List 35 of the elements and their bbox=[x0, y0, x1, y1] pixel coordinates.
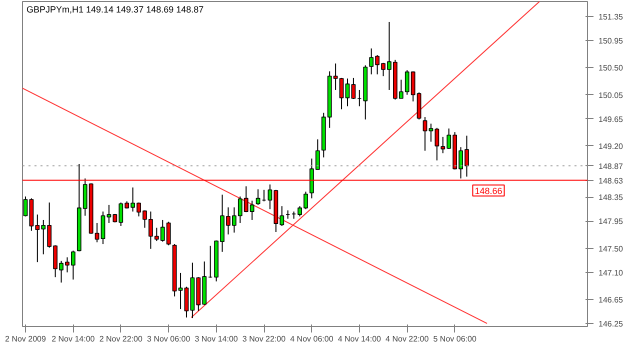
chart-title: GBPJPYm,H1 149.14 149.37 148.69 148.87 bbox=[26, 4, 204, 14]
candlestick bbox=[100, 211, 106, 245]
x-tick-label: 3 Nov 14:00 bbox=[194, 334, 238, 344]
x-tick-label: 4 Nov 22:00 bbox=[386, 334, 430, 344]
candlestick bbox=[422, 116, 428, 152]
candlestick bbox=[184, 286, 189, 318]
x-tick-label: 5 Nov 06:00 bbox=[433, 334, 477, 344]
candlestick bbox=[178, 272, 183, 310]
x-tick-label: 2 Nov 2009 bbox=[5, 334, 46, 344]
x-tick-label: 2 Nov 22:00 bbox=[99, 334, 144, 344]
candlestick bbox=[345, 78, 350, 107]
x-tick-label: 4 Nov 14:00 bbox=[338, 334, 382, 344]
x-tick-label: 3 Nov 22:00 bbox=[242, 334, 286, 344]
ref-line-label: 148.87 bbox=[598, 162, 624, 171]
y-tick-label: 149.65 bbox=[598, 114, 624, 124]
y-tick-label: 147.10 bbox=[598, 268, 624, 278]
y-tick-label: 147.50 bbox=[598, 244, 624, 254]
annotation: 148.66 bbox=[474, 186, 502, 196]
ref-line-label: 148.63 bbox=[598, 176, 624, 186]
y-tick-label: 146.65 bbox=[598, 295, 624, 304]
y-tick-label: 146.25 bbox=[598, 319, 624, 328]
candlestick bbox=[351, 77, 356, 100]
y-tick-label: 150.95 bbox=[598, 36, 624, 46]
candlestick bbox=[256, 188, 260, 206]
y-tick-label: 147.95 bbox=[598, 217, 624, 226]
y-tick-label: 149.20 bbox=[598, 142, 624, 151]
y-tick-label: 150.05 bbox=[598, 90, 624, 100]
y-tick-label: 148.35 bbox=[598, 193, 624, 202]
x-tick-label: 2 Nov 14:00 bbox=[52, 334, 96, 344]
candlestick bbox=[339, 77, 344, 110]
candlestick bbox=[23, 196, 28, 217]
y-tick-label: 151.35 bbox=[598, 12, 624, 22]
y-tick-label: 150.50 bbox=[598, 64, 624, 73]
x-tick-label: 4 Nov 06:00 bbox=[290, 334, 334, 344]
x-tick-label: 3 Nov 06:00 bbox=[147, 334, 191, 344]
